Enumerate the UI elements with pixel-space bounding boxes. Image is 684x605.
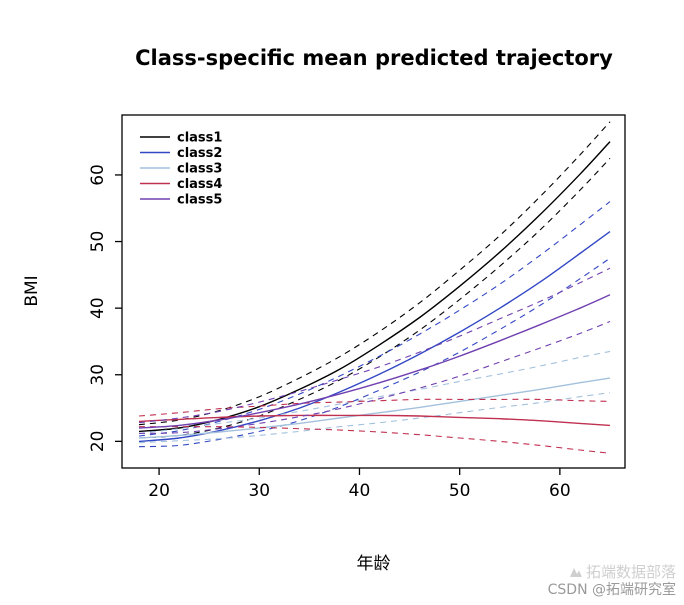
x-tick-label: 60 [549,481,571,501]
legend-label-class1: class1 [177,131,222,146]
legend-label-class3: class3 [177,162,222,177]
x-tick-label: 20 [148,481,170,501]
x-axis-label: 年龄 [356,554,391,574]
series-line-class2-lower-ci [138,257,611,448]
legend-label-class2: class2 [177,146,222,161]
series-line-class3-lower-ci [138,392,611,444]
y-tick-label: 50 [88,231,108,253]
tuoduan-logo-icon [569,568,582,578]
y-tick-label: 40 [88,297,108,319]
series-line-class1-upper-ci [138,121,611,426]
watermark-csdn-text: CSDN @拓端研究室 [547,581,676,598]
series-line-class4-mean [138,414,611,427]
series-line-class5-upper-ci [138,267,611,424]
watermark-line1: 拓端数据部落 [548,563,676,582]
x-tick-label: 40 [349,481,371,501]
y-tick-label: 30 [88,364,108,386]
series-line-class2-upper-ci [138,201,611,437]
y-axis-label: BMI [22,275,42,307]
y-tick-label: 20 [88,431,108,453]
series-line-class4-upper-ci [138,398,611,417]
series-line-class3-mean [138,377,611,439]
legend-label-class4: class4 [177,177,222,192]
plot-border [121,114,626,469]
series-line-class1-lower-ci [138,157,611,439]
series-line-class5-mean [138,294,611,429]
chart-title: Class-specific mean predicted trajectory [135,46,613,70]
legend-label-class5: class5 [177,193,222,208]
series-line-class4-lower-ci [139,426,611,454]
series-line-class2-mean [138,231,611,443]
y-tick-label: 60 [88,164,108,186]
watermark-brand-text: 拓端数据部落 [585,562,676,581]
series-line-class5-lower-ci [138,320,611,434]
x-tick-label: 50 [449,481,471,501]
series-line-class3-upper-ci [138,350,611,434]
watermark: 拓端数据部落 CSDN @拓端研究室 [548,563,676,599]
x-tick-label: 30 [248,481,270,501]
